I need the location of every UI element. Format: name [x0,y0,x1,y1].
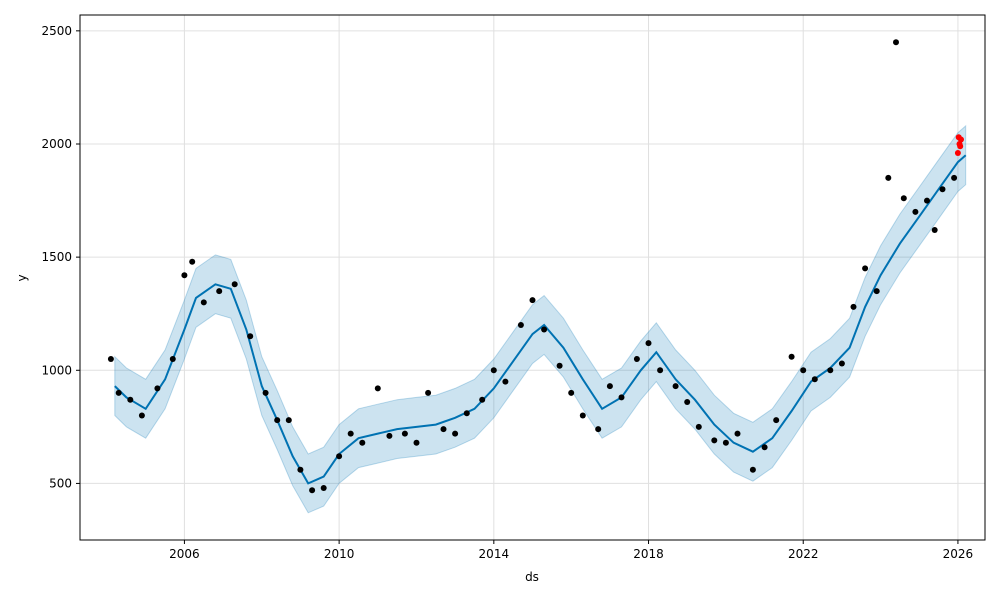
observed-point [336,453,343,460]
observed-point [722,439,729,446]
observed-point [773,417,780,424]
observed-point [401,430,408,437]
observed-points-layer [107,39,958,494]
observed-point [517,322,524,328]
observed-point [838,360,845,367]
x-tick-label: 2026 [943,547,974,561]
observed-point [274,417,281,424]
observed-point [734,430,741,437]
observed-point [885,174,892,181]
x-tick-label: 2022 [788,547,819,561]
y-tick-label: 2500 [41,24,72,38]
observed-point [827,367,834,374]
y-tick-label: 2000 [41,137,72,151]
observed-point [452,430,459,437]
observed-point [169,356,176,362]
observed-point [893,39,899,46]
observed-point [425,389,432,396]
observed-point [297,466,304,473]
observed-point [181,272,188,279]
observed-point [931,227,938,233]
observed-point [285,417,292,424]
observed-point [618,394,625,401]
observed-point [939,186,946,193]
recent-point [957,143,964,150]
observed-point [672,383,679,390]
observed-point [850,303,857,310]
observed-point [309,487,316,494]
observed-point [873,288,880,295]
x-axis-ticks: 2006 2010 2014 2018 2022 2026 [169,540,973,561]
observed-point [684,399,691,405]
observed-point [154,385,161,392]
observed-point [556,362,563,369]
observed-point [490,367,497,374]
y-axis-label: y [15,274,29,281]
observed-point [359,439,366,446]
observed-point [231,281,238,288]
observed-point [579,412,586,419]
observed-point [374,385,381,392]
observed-point [386,432,393,439]
observed-point [568,389,575,396]
observed-point [529,297,536,304]
x-axis-label: ds [525,570,539,584]
uncertainty-band [114,124,967,514]
x-tick-label: 2014 [479,547,510,561]
x-tick-label: 2018 [633,547,664,561]
observed-point [788,353,795,360]
observed-point [541,326,548,333]
observed-point [216,288,223,295]
observed-point [347,430,354,437]
x-tick-label: 2010 [324,547,355,561]
y-tick-label: 1500 [41,250,72,264]
observed-point [320,485,327,491]
observed-point [479,396,486,403]
observed-point [595,426,602,433]
observed-point [413,439,420,446]
observed-point [247,333,254,340]
observed-point [800,367,807,374]
recent-points-layer [954,134,964,156]
observed-point [862,265,869,272]
x-tick-label: 2006 [169,547,200,561]
y-tick-label: 1000 [41,363,72,377]
observed-point [115,389,122,396]
observed-point [645,340,652,347]
observed-point [711,437,718,444]
observed-point [463,410,470,417]
observed-point [912,208,919,215]
observed-point [951,174,958,181]
observed-point [924,197,930,204]
uncertainty-band-layer [114,124,967,514]
observed-point [606,383,613,390]
observed-point [502,378,509,385]
recent-point [954,150,961,156]
plot-frame [79,14,986,541]
y-axis-ticks: 500 1000 1500 2000 2500 [41,24,80,490]
y-tick-label: 500 [49,476,72,490]
observed-point [200,299,207,306]
observed-point [127,396,134,403]
observed-point [761,444,768,451]
observed-point [262,389,269,396]
observed-point [900,195,907,202]
observed-point [811,376,818,383]
observed-point [749,466,756,473]
grid-layer [80,15,985,540]
observed-point [189,258,196,265]
recent-point [958,136,964,143]
observed-point [107,356,114,362]
observed-point [440,426,447,433]
observed-point [695,423,702,430]
observed-point [138,412,145,419]
observed-point [657,367,664,374]
observed-point [633,356,640,362]
